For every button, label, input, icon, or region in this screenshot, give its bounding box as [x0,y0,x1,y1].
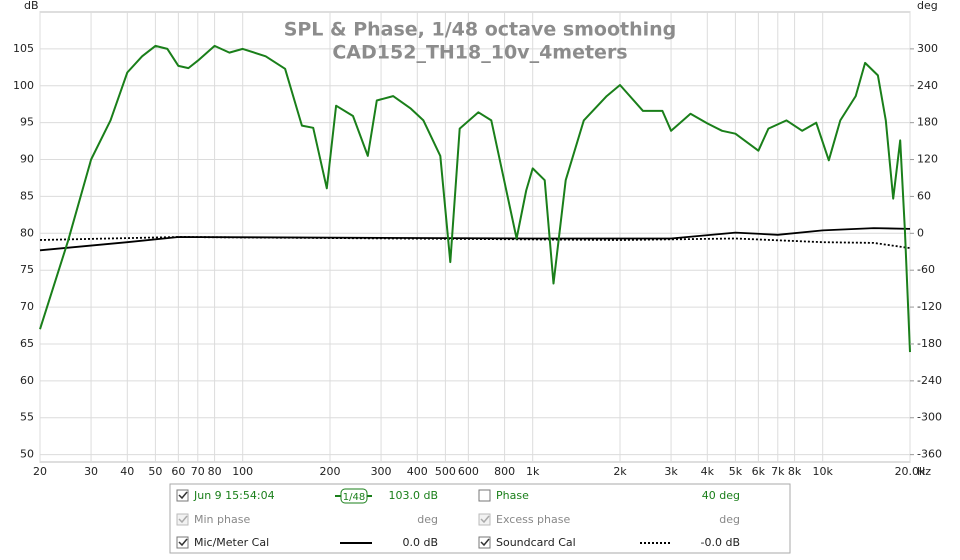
offset: -0.0 dB [701,536,741,549]
series-line [39,227,911,252]
y2-tick-label: -240 [917,374,942,387]
y-tick-label: 85 [20,189,34,202]
offset: 103.0 dB [388,489,438,502]
x-tick-label: 4k [701,465,715,478]
y-tick-label: 80 [20,226,34,239]
x-tick-label: 60 [171,465,185,478]
check [178,491,188,500]
x-tick-label: 500 [435,465,456,478]
x-tick-label: 5k [729,465,743,478]
y-tick-label: 70 [20,300,34,313]
check [480,538,490,547]
legend-label[interactable]: Jun 9 15:54:04 [193,489,275,502]
legend-label[interactable]: Min phase [194,513,250,526]
x-tick-label: 600 [458,465,479,478]
x-tick-label: 6k [752,465,766,478]
x-tick-label: 200 [320,465,341,478]
chart-subtitle: CAD152_TH18_10v_4meters [332,42,627,64]
y-tick-label: 55 [20,411,34,424]
y2-tick-label: -120 [917,300,942,313]
y2-tick-label: -360 [917,448,942,461]
y-tick-label: 105 [13,42,34,55]
x-tick-label: 30 [84,465,98,478]
legend-label[interactable]: Soundcard Cal [496,536,576,549]
x-tick-label: 80 [208,465,222,478]
y2-tick-label: -300 [917,411,942,424]
y2-tick-label: 0 [917,226,924,239]
y2-tick-label: 180 [917,116,938,129]
unit: deg [719,513,740,526]
series-line [39,236,911,249]
x-tick-label: 20 [33,465,47,478]
legend-label[interactable]: Excess phase [496,513,570,526]
y2-tick-label: -60 [917,263,935,276]
check [178,538,188,547]
lines [39,44,911,353]
series-line [39,44,911,353]
checkbox[interactable] [478,513,491,526]
x-tick-label: 300 [371,465,392,478]
x-tick-label: 3k [664,465,678,478]
x-tick-label: 8k [788,465,802,478]
offset: 0.0 dB [402,536,438,549]
offset: 40 deg [702,489,740,502]
x-tick-label: 20.0k [895,465,926,478]
checkbox[interactable] [176,513,189,526]
legend-panel: Jun 9 15:54:04 1/48 103.0 dB Phase 40 de… [169,483,791,554]
y2-tick-label: -180 [917,337,942,350]
legend-label[interactable]: Phase [496,489,529,502]
legend-label[interactable]: Mic/Meter Cal [194,536,269,549]
x-tick-label: 70 [191,465,205,478]
checkbox[interactable] [478,489,491,502]
x-tick-label: 50 [148,465,162,478]
x-tick-label: 800 [494,465,515,478]
check [480,515,490,524]
x-tick-label: 10k [813,465,834,478]
y-tick-label: 75 [20,263,34,276]
x-tick-label: 7k [771,465,785,478]
y-tick-label: 100 [13,79,34,92]
unit: deg [417,513,438,526]
x-tick-label: 400 [407,465,428,478]
x-tick-label: 1k [526,465,540,478]
check [178,515,188,524]
x-axis-label: Hz [917,465,931,478]
x-tick-label: 2k [613,465,627,478]
y2-axis-label: deg [917,0,938,12]
x-tick-label: 100 [232,465,253,478]
chart-title: SPL & Phase, 1/48 octave smoothing [284,19,677,41]
y-tick-label: 90 [20,153,34,166]
y2-tick-label: 120 [917,153,938,166]
x-tick-label: 40 [120,465,134,478]
smoothing-box[interactable] [340,488,368,504]
y-axis-label: dB [24,0,39,12]
y2-tick-label: 300 [917,42,938,55]
smoothing: 1/48 [343,492,365,503]
y-tick-label: 65 [20,337,34,350]
y-tick-label: 50 [20,448,34,461]
checkbox[interactable] [176,489,189,502]
y-tick-label: 95 [20,116,34,129]
y-tick-label: 60 [20,374,34,387]
y2-tick-label: 240 [917,79,938,92]
checkbox[interactable] [176,536,189,549]
checkbox[interactable] [478,536,491,549]
y2-tick-label: 60 [917,189,931,202]
